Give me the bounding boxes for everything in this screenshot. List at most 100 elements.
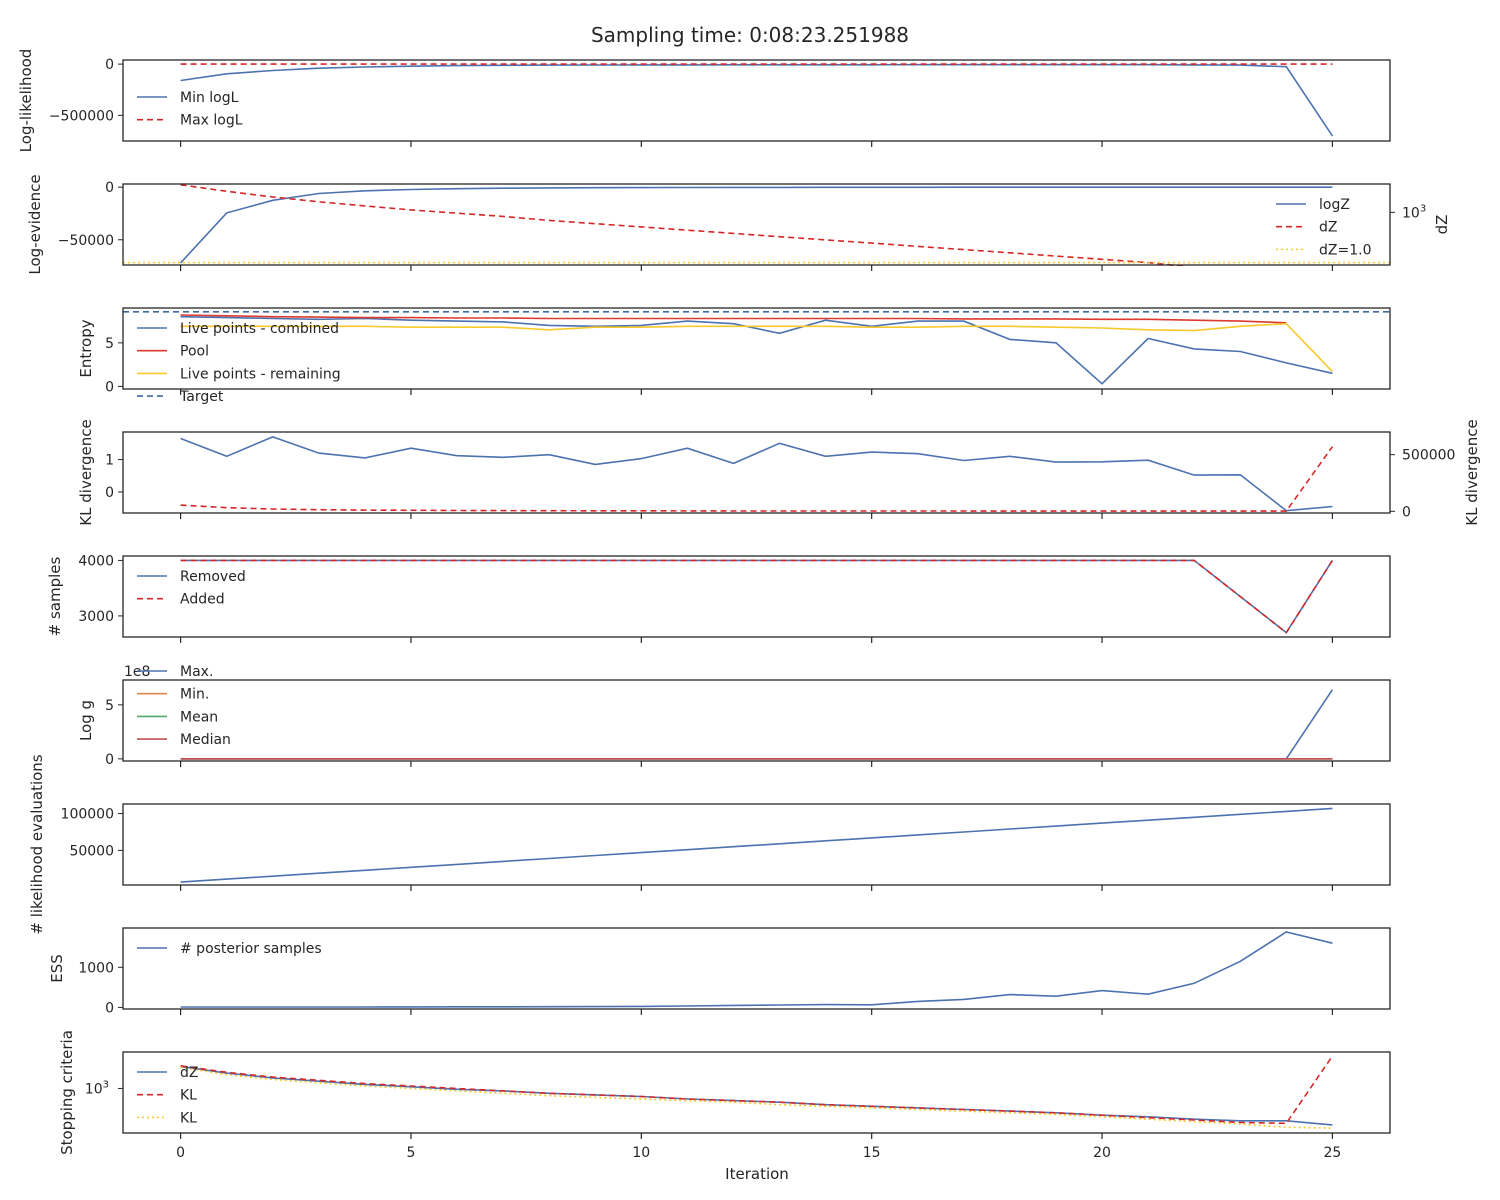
- legend-label: logZ: [1319, 197, 1350, 213]
- x-tick-label: 20: [1093, 1145, 1111, 1161]
- y-tick-label: 5: [105, 336, 114, 352]
- legend-label: KL: [180, 1110, 197, 1126]
- y-tick-label: 50000: [69, 843, 114, 859]
- right-axis-label: KL divergence: [1463, 419, 1481, 525]
- right-axis-label: dZ: [1433, 215, 1451, 235]
- y-tick-label: 103: [85, 1079, 109, 1097]
- legend-label: dZ=1.0: [1319, 242, 1371, 258]
- y-axis-label: Log g: [77, 700, 95, 741]
- legend-label: Min.: [180, 687, 209, 703]
- legend-label: Live points - remaining: [180, 366, 341, 382]
- series-group: [180, 63, 1334, 137]
- legend-label: KL: [180, 1088, 197, 1104]
- series-line-1: [180, 931, 1333, 1008]
- y-axis-label: # likelihood evaluations: [28, 754, 46, 934]
- y-tick-label: 5: [105, 698, 114, 714]
- y-tick-label: 0: [105, 485, 114, 501]
- y-tick-label: 1000: [78, 960, 114, 976]
- legend: logZ dZ dZ=1.0: [1276, 197, 1371, 258]
- y-tick-label: 0: [105, 180, 114, 196]
- right-tick-label: 500000: [1402, 448, 1455, 464]
- panel-8: 0 1000 ESS # posterior samples: [48, 927, 1391, 1016]
- y-tick-label: 4000: [78, 553, 114, 569]
- legend: Min logL Max logL: [137, 90, 243, 129]
- y-axis-label: Entropy: [77, 319, 95, 377]
- axes-frame: [122, 431, 1391, 514]
- series-group: [180, 807, 1333, 883]
- x-axis-label: Iteration: [725, 1165, 789, 1183]
- axes-frame: [122, 307, 1391, 390]
- y-tick-label: −500000: [49, 108, 114, 124]
- series-line-1: [180, 63, 1334, 137]
- y-tick-label: 100000: [61, 807, 114, 823]
- x-tick-label: 25: [1323, 1145, 1341, 1161]
- legend-label: dZ: [180, 1065, 198, 1081]
- legend: Removed Added: [137, 569, 246, 608]
- series-line-1: [180, 1065, 1333, 1126]
- series-line-1: [180, 315, 1333, 385]
- figure-title: Sampling time: 0:08:23.251988: [591, 23, 909, 47]
- y-axis-label: Log-likelihood: [17, 49, 35, 153]
- y-axis-label: KL divergence: [77, 419, 95, 525]
- panel-1: 0 −500000 Log-likelihood Min logL Max logL: [17, 49, 1391, 153]
- x-tick-label: 5: [406, 1145, 415, 1161]
- series-line-2: [180, 446, 1334, 512]
- legend: Max. Min. Mean Median: [137, 664, 231, 748]
- offset-text: 1e8: [124, 664, 150, 680]
- y-tick-label: 1: [105, 453, 114, 469]
- panel-6: 0 5 Log g 1e8 Max. Min. Mean Median: [77, 664, 1391, 768]
- legend-label: dZ: [1319, 220, 1337, 236]
- legend-label: Pool: [180, 344, 209, 360]
- legend-label: Min logL: [180, 90, 239, 106]
- series-line-1: [180, 807, 1333, 883]
- legend-label: Target: [179, 389, 224, 405]
- series-line-1: [180, 186, 1333, 264]
- panel-2: 0 −50000 103 Log-evidence dZ logZ dZ dZ=1.0: [26, 174, 1451, 274]
- legend-label: Mean: [180, 709, 218, 725]
- y-tick-label: 0: [105, 752, 114, 768]
- series-line-2: [180, 1055, 1334, 1125]
- right-tick-label: 103: [1402, 203, 1426, 221]
- legend-label: Median: [180, 732, 231, 748]
- legend-label: Added: [180, 592, 225, 608]
- y-axis-label: Log-evidence: [26, 174, 44, 274]
- legend-label: Max.: [180, 664, 213, 680]
- axes-frame: [122, 927, 1391, 1010]
- legend-label: Removed: [180, 569, 246, 585]
- legend-label: # posterior samples: [180, 941, 322, 957]
- y-tick-label: −50000: [58, 233, 114, 249]
- legend: dZ KL KL: [137, 1065, 198, 1126]
- legend-label: Live points - combined: [180, 321, 339, 337]
- series-line-2: [180, 184, 1189, 266]
- legend: # posterior samples: [137, 941, 322, 957]
- y-axis-label: Stopping criteria: [58, 1030, 76, 1155]
- axes-frame: [122, 1051, 1391, 1134]
- series-line-1: [180, 689, 1334, 760]
- axes-frame: [122, 555, 1391, 638]
- series-line-2: [180, 559, 1334, 634]
- right-tick-label: 0: [1402, 504, 1411, 520]
- panel-3: 0 5 Entropy Live points - combined Pool Live …: [77, 307, 1391, 405]
- x-tick-label: 10: [632, 1145, 650, 1161]
- series-line-1: [180, 559, 1334, 634]
- series-group: [180, 1055, 1334, 1129]
- series-group: [123, 310, 1390, 385]
- y-tick-label: 0: [105, 1000, 114, 1016]
- y-tick-label: 0: [105, 379, 114, 395]
- series-line-3: [180, 1066, 1333, 1129]
- axes-frame: [122, 183, 1391, 266]
- series-group: [180, 931, 1333, 1008]
- panel-9: 103 0 5 10 15 20 25 Stopping criteria dZ KL KL: [58, 1030, 1391, 1161]
- y-axis-label: ESS: [48, 954, 66, 983]
- series-group: [123, 184, 1390, 266]
- x-tick-label: 15: [863, 1145, 881, 1161]
- axes-frame: [122, 679, 1391, 762]
- series-group: [180, 689, 1334, 760]
- series-line-2: [180, 314, 1287, 324]
- y-tick-label: 3000: [78, 609, 114, 625]
- axes-frame: [122, 803, 1391, 886]
- panel-7: 50000 100000 # likelihood evaluations: [28, 754, 1391, 935]
- series-line-3: [180, 322, 1333, 373]
- series-group: [180, 436, 1334, 512]
